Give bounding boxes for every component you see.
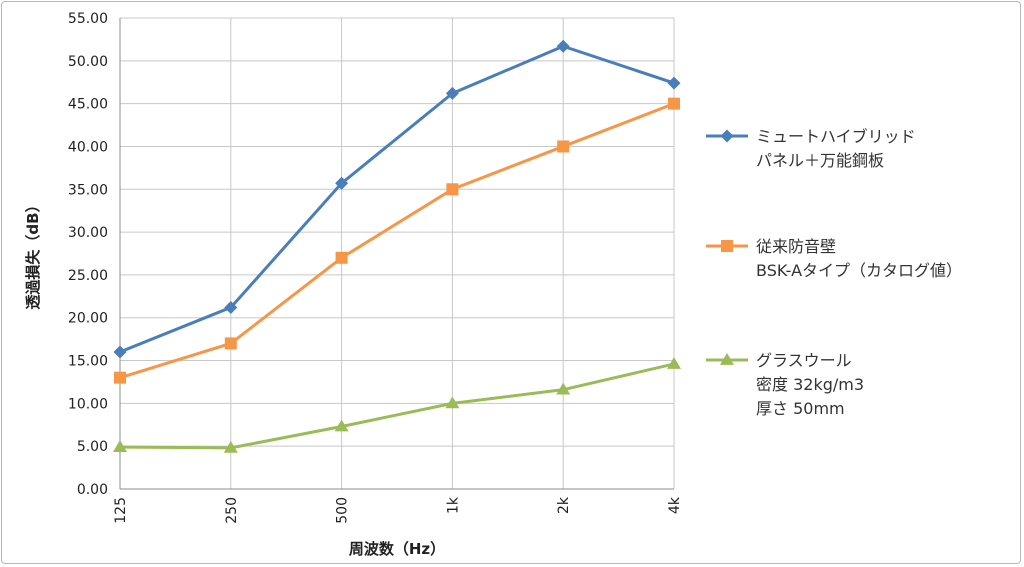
data-point (667, 76, 681, 90)
data-point (445, 86, 459, 100)
y-tick-label: 5.00 (77, 439, 108, 455)
series-line (119, 102, 675, 380)
data-point (113, 345, 127, 359)
data-point (224, 337, 237, 350)
data-point (557, 140, 570, 153)
x-axis-title: 周波数（Hz） (349, 540, 445, 558)
data-point (335, 176, 349, 190)
legend-label: 従来防音壁 (756, 237, 836, 256)
legend-label: BSK-Aタイプ（カタログ値） (756, 261, 962, 280)
data-point (667, 356, 681, 369)
y-tick-label: 30.00 (68, 225, 108, 241)
y-tick-label: 0.00 (77, 482, 108, 498)
x-tick-label: 125 (113, 497, 129, 524)
data-point (224, 300, 238, 314)
y-tick-label: 45.00 (68, 97, 108, 113)
data-point (113, 440, 127, 452)
y-axis-title: 透過損失（dB） (24, 197, 42, 309)
legend: ミュートハイブリッドパネル＋万能鋼板従来防音壁BSK-Aタイプ（カタログ値）グラ… (706, 127, 962, 418)
x-tick-label: 1k (445, 496, 461, 514)
legend-label: パネル＋万能鋼板 (756, 151, 884, 170)
series-line (119, 362, 675, 450)
y-axis-ticks: 0.00 5.00 10.00 15.00 20.00 25.00 30.00 35.00 40… (68, 11, 108, 498)
legend-label: ミュートハイブリッド (756, 127, 916, 146)
x-tick-label: 250 (224, 497, 240, 524)
data-point (223, 440, 238, 453)
series-3 (113, 356, 681, 453)
y-tick-label: 55.00 (68, 11, 108, 27)
x-tick-label: 2k (556, 496, 572, 514)
legend-marker (721, 240, 733, 252)
legend-label: 厚さ 50mm (756, 399, 845, 418)
series-line (119, 44, 675, 354)
legend-label: グラスウール (756, 351, 852, 370)
y-tick-label: 15.00 (68, 354, 108, 370)
y-tick-label: 10.00 (68, 396, 108, 412)
series-1 (113, 39, 681, 359)
legend-marker (720, 353, 734, 365)
data-point (445, 396, 460, 409)
y-tick-label: 20.00 (68, 311, 108, 327)
legend-marker (720, 129, 734, 143)
y-tick-label: 50.00 (68, 54, 108, 70)
x-tick-label: 500 (335, 497, 351, 524)
y-tick-label: 35.00 (68, 182, 108, 198)
series-layer (113, 39, 681, 453)
y-tick-label: 25.00 (68, 268, 108, 284)
data-point (114, 371, 126, 384)
data-point (556, 39, 570, 53)
data-point (446, 183, 459, 196)
data-point (334, 419, 349, 432)
gridlines (119, 17, 675, 490)
x-tick-label: 4k (667, 496, 683, 514)
data-point (556, 382, 571, 395)
legend-label: 密度 32kg/m3 (756, 375, 864, 394)
x-axis-ticks: 125 250 500 1k 2k 4k (113, 496, 683, 524)
data-point (335, 251, 348, 264)
legend-entry-2: 従来防音壁 BSK-Aタイプ（カタログ値） (706, 237, 962, 280)
data-point (668, 97, 680, 110)
y-tick-label: 40.00 (68, 139, 108, 155)
series-2 (114, 97, 680, 384)
